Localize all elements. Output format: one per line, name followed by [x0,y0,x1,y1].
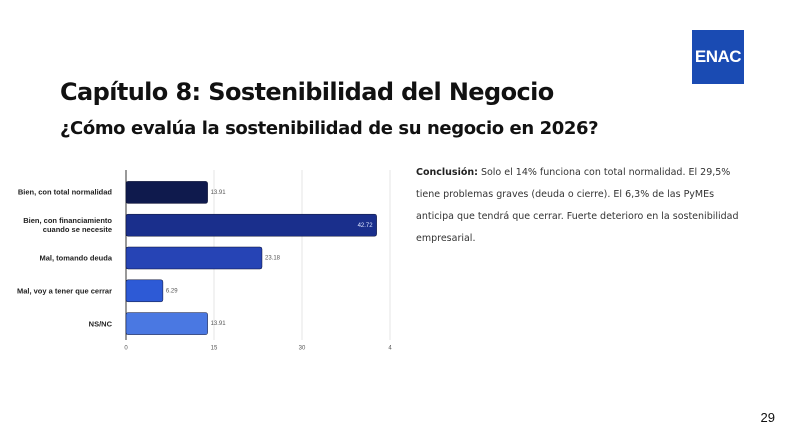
x-tick-label: 15 [211,346,218,352]
category-label: Mal, voy a tener que cerrar [16,286,112,296]
subtitle: ¿Cómo evalúa la sostenibilidad de su neg… [60,118,599,139]
conclusion: Conclusión: Solo el 14% funciona con tot… [416,162,746,250]
x-tick-label: 30 [299,346,306,352]
conclusion-label: Conclusión: [416,167,478,178]
logo: ENAC [692,30,744,84]
category-label: NS/NC [88,319,112,329]
category-label: Mal, tomando deuda [39,253,112,263]
value-label: 23.18 [265,256,281,262]
value-label: 13.91 [211,321,227,327]
value-label: 42.72 [358,223,374,229]
conclusion-text: Solo el 14% funciona con total normalida… [416,167,739,244]
title: Capítulo 8: Sostenibilidad del Negocio [60,78,554,106]
bar [125,279,164,303]
x-tick-label: 0 [124,346,128,352]
bar [125,181,208,204]
page-number: 29 [760,410,775,425]
bar [125,213,377,237]
bar [125,312,208,335]
category-label: Bien, con financiamiento cuando se neces… [23,216,112,235]
bar [125,246,263,270]
value-label: 13.91 [211,190,227,196]
category-label: Bien, con total normalidad [17,187,112,197]
value-label: 6.29 [166,288,178,294]
x-tick-label: 4 [388,346,392,352]
